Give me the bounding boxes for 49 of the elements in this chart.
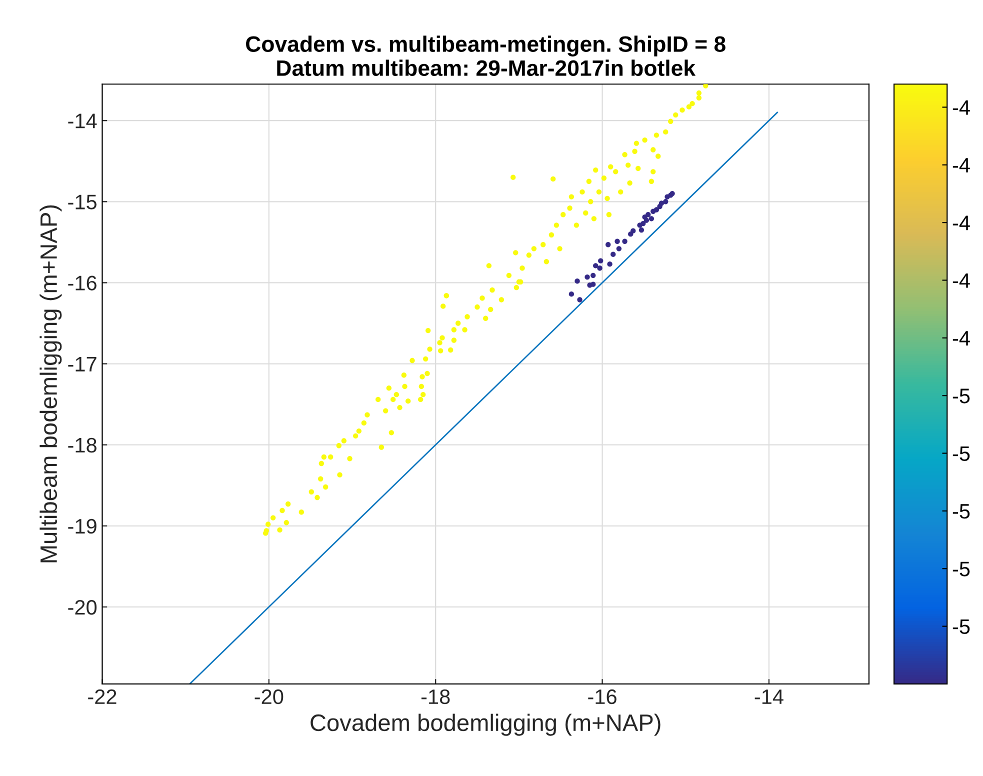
color-bar-label: -4 <box>952 216 970 230</box>
color-bar-label: -5 <box>952 388 970 404</box>
chart-title: Covadem vs. multibeam-metingen. ShipID = 8 Datum multibeam: 29-Mar-2017in botlek <box>246 36 726 76</box>
point <box>646 212 651 218</box>
point <box>630 228 636 234</box>
point <box>622 238 628 244</box>
point <box>658 200 664 206</box>
point <box>568 291 574 297</box>
color-bar-label: -4 <box>952 158 970 172</box>
point <box>644 218 650 223</box>
color-bar-label: -5 <box>952 504 970 519</box>
y-tick-label: -17 <box>68 356 96 372</box>
color-bar-label: -4 <box>952 100 970 115</box>
point <box>598 258 604 264</box>
x-tick-label: -14 <box>754 690 784 704</box>
point <box>593 263 598 268</box>
point <box>597 266 602 271</box>
point <box>584 274 590 280</box>
y-tick-label: -16 <box>68 276 96 290</box>
point <box>574 278 580 284</box>
color-bar-label: -5 <box>952 446 970 462</box>
x-tick-label: -18 <box>421 689 450 704</box>
x-tick-label: -16 <box>588 689 616 704</box>
y-tick-label: -20 <box>68 600 97 615</box>
color-bar-label: -4 <box>952 331 970 346</box>
color-bar-label: -4 <box>952 273 970 288</box>
y-axis-title: Multibeam bodemligging (m+NAP) <box>40 205 62 562</box>
point <box>648 216 654 222</box>
point <box>663 199 668 204</box>
y-tick-label: -15 <box>68 194 96 210</box>
point <box>616 246 622 252</box>
point <box>610 252 616 257</box>
y-tick-label: -18 <box>68 438 96 453</box>
point <box>638 227 644 233</box>
color-bar-label: -5 <box>952 562 970 576</box>
point <box>590 272 596 278</box>
point <box>606 242 611 248</box>
point <box>654 207 660 212</box>
point <box>590 282 596 287</box>
point <box>607 261 612 267</box>
point <box>577 297 582 302</box>
point <box>614 238 620 244</box>
x-axis-title: Covadem bodemligging (m+NAP) <box>310 714 660 736</box>
point <box>637 222 642 228</box>
x-tick-label: -22 <box>88 689 116 704</box>
x-tick-label: -20 <box>254 689 284 704</box>
color-bar-label: -5 <box>952 620 970 634</box>
y-tick-label: -14 <box>68 114 97 128</box>
y-tick-label: -19 <box>68 518 96 534</box>
